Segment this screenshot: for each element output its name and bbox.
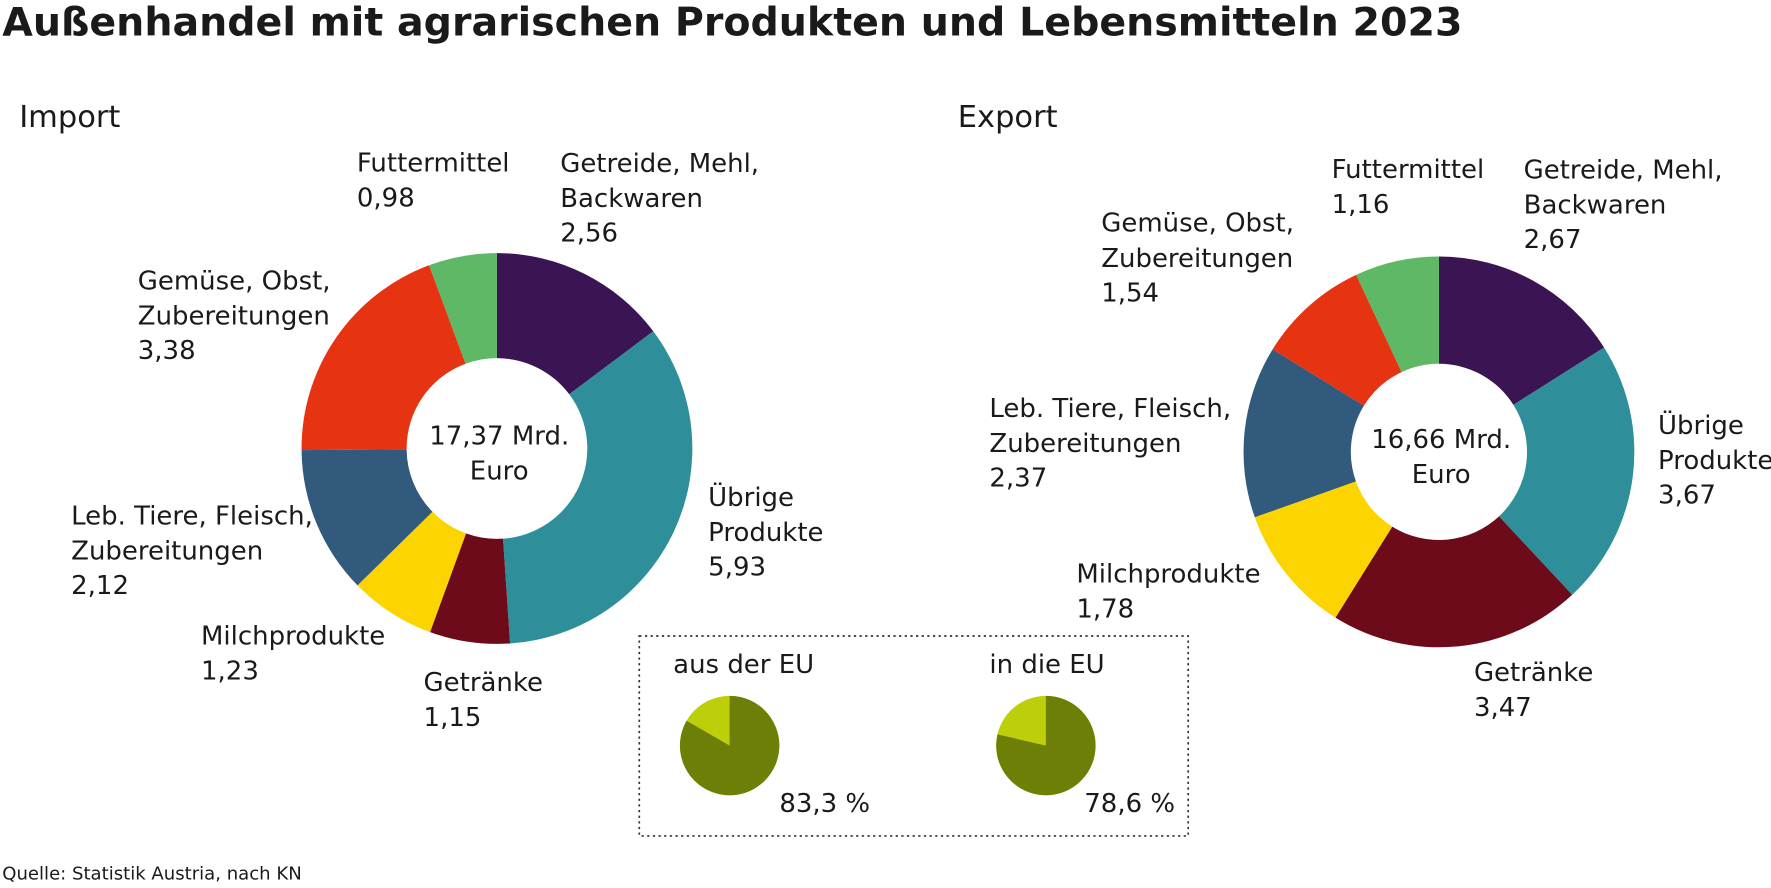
donut-slice (429, 253, 497, 364)
value-label: 2,56 (560, 218, 618, 248)
chart-title: Import (19, 100, 120, 135)
donut-slice (503, 331, 693, 644)
pie-slice (996, 695, 1096, 796)
donut-slice (1438, 256, 1605, 405)
value-label: 2,12 (71, 571, 129, 601)
slice-label: Futtermittel (357, 148, 510, 178)
value-label: 78,6 % (1084, 789, 1175, 819)
donut-slice (1243, 349, 1364, 518)
donut-slice (357, 511, 467, 633)
slice-label: Getreide, Mehl, Backwaren (1524, 155, 1723, 220)
value-label: 83,3 % (779, 789, 870, 819)
chart-title: aus der EU (673, 650, 814, 680)
page-title: Außenhandel mit agrarischen Produkten un… (2, 0, 1462, 45)
center-label: Euro (470, 457, 529, 487)
value-label: 3,47 (1474, 693, 1532, 723)
center-label: 16,66 Mrd. (1371, 425, 1511, 455)
value-label: 2,67 (1524, 225, 1582, 255)
slice-label: Leb. Tiere, Fleisch, Zubereitungen (989, 393, 1231, 458)
center-label: 17,37 Mrd. (429, 422, 569, 452)
donut-slice (496, 253, 654, 395)
value-label: 1,54 (1101, 278, 1159, 308)
donut-slice (301, 265, 466, 451)
slice-label: Gemüse, Obst, Zubereitungen (138, 266, 331, 331)
slice-label: Getränke (424, 668, 543, 698)
donut-slice (1272, 274, 1402, 406)
slice-label: Futtermittel (1332, 155, 1485, 185)
value-label: 2,37 (989, 464, 1047, 494)
value-label: 3,38 (138, 336, 196, 366)
slice-label: Übrige Produkte (708, 481, 823, 548)
donut-slice (430, 533, 511, 644)
chart-title: in die EU (989, 650, 1104, 680)
value-label: 1,16 (1332, 190, 1390, 220)
eu-box (638, 635, 1190, 837)
center-label: Euro (1412, 460, 1471, 490)
slice-label: Milchprodukte (201, 622, 385, 652)
value-label: 3,67 (1658, 480, 1716, 510)
slice-label: Übrige Produkte (1658, 408, 1771, 475)
value-label: 5,93 (708, 553, 766, 583)
source: Quelle: Statistik Austria, nach KN (2, 863, 301, 884)
slice-label: Getränke (1474, 658, 1593, 688)
chart-title: Export (958, 100, 1058, 135)
slice-label: Gemüse, Obst, Zubereitungen (1101, 208, 1294, 273)
slice-label: Milchprodukte (1076, 560, 1260, 590)
donut-slice (1499, 347, 1635, 595)
value-label: 1,78 (1076, 595, 1134, 625)
value-label: 1,15 (424, 703, 482, 733)
value-label: 1,23 (201, 657, 259, 687)
donut-slice (1254, 481, 1393, 618)
donut-slice (301, 449, 433, 586)
value-label: 0,98 (357, 183, 415, 213)
donut-slice (1356, 256, 1439, 373)
slice-label: Leb. Tiere, Fleisch, Zubereitungen (71, 501, 313, 566)
donut-slice (1335, 516, 1573, 648)
slice-label: Getreide, Mehl, Backwaren (560, 148, 759, 213)
pie-slice (679, 695, 780, 796)
